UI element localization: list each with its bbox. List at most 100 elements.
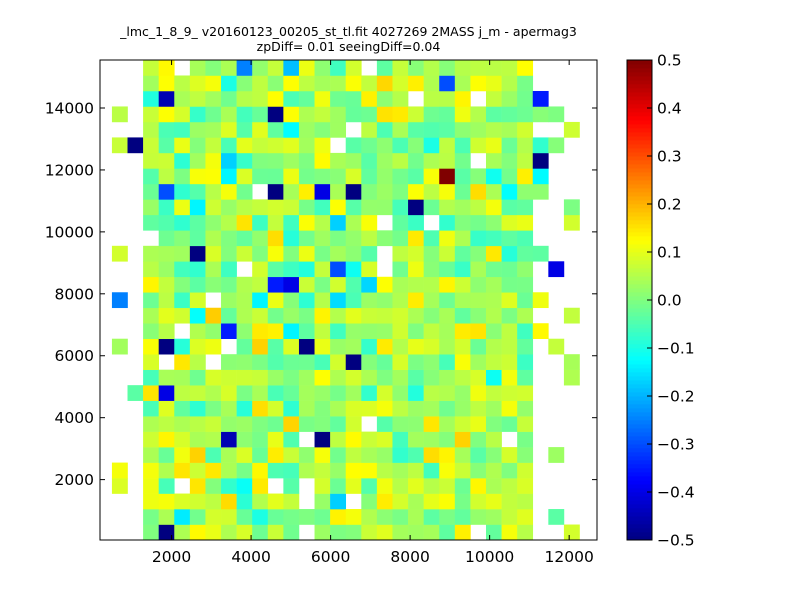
heatmap-cell (283, 183, 300, 200)
heatmap-cell (252, 509, 269, 525)
heatmap-cell (517, 245, 534, 262)
heatmap-cell (439, 75, 456, 92)
heatmap-cell (205, 416, 222, 432)
colorbar-segment (627, 260, 652, 265)
heatmap-cell (454, 75, 471, 92)
heatmap-cell (361, 199, 378, 216)
heatmap-cell (376, 447, 393, 463)
heatmap-cell (501, 261, 518, 278)
heatmap-cell (345, 106, 362, 123)
heatmap-cell (408, 137, 424, 154)
heatmap-cell (174, 524, 191, 541)
heatmap-cell (252, 462, 269, 479)
colorbar-segment (627, 520, 652, 525)
heatmap-cell (517, 60, 534, 76)
heatmap-cell (470, 493, 487, 510)
heatmap-cell (298, 152, 315, 169)
heatmap-cell (485, 276, 502, 293)
heatmap-cell (174, 292, 191, 309)
heatmap-cell (345, 214, 362, 231)
heatmap-cell (439, 106, 456, 123)
heatmap-cell (361, 431, 378, 448)
heatmap-cell (330, 261, 347, 278)
heatmap-cell (252, 230, 269, 247)
heatmap-cell (376, 90, 393, 107)
heatmap-cell (517, 493, 534, 510)
heatmap-cell (189, 431, 206, 448)
heatmap-cell (252, 447, 269, 463)
heatmap-cell (501, 478, 518, 494)
heatmap-cell (517, 447, 534, 463)
heatmap-cell (408, 524, 424, 541)
heatmap-cell (143, 276, 159, 293)
heatmap-cell (314, 230, 331, 247)
heatmap-cell (236, 478, 253, 494)
heatmap-cell (174, 75, 191, 92)
heatmap-cell (485, 106, 502, 123)
heatmap-cell (221, 369, 237, 386)
heatmap-cell (423, 292, 440, 309)
heatmap-cell (439, 214, 456, 231)
colorbar-segment (627, 400, 652, 405)
heatmap-cell (454, 478, 471, 494)
heatmap-cell (392, 416, 409, 432)
colorbar-segment (627, 216, 652, 221)
heatmap-cell (252, 168, 269, 185)
heatmap-cell (423, 90, 440, 107)
heatmap-cell (361, 462, 378, 479)
heatmap-cell (392, 462, 409, 479)
heatmap-cell (283, 276, 300, 293)
heatmap-cell (314, 183, 331, 200)
heatmap-cell (361, 385, 378, 401)
heatmap-cell (267, 245, 284, 262)
heatmap-cell (345, 416, 362, 432)
colorbar-segment (627, 312, 652, 317)
heatmap-cell (283, 137, 300, 154)
heatmap-cell (143, 168, 159, 185)
heatmap-cell (470, 199, 487, 216)
heatmap-cell (330, 292, 347, 309)
colorbar-segment (627, 112, 652, 117)
colorbar-segment (627, 148, 652, 153)
heatmap-cell (454, 121, 471, 138)
heatmap-cell (283, 354, 300, 370)
heatmap-cell (267, 261, 284, 278)
heatmap-cell (143, 106, 159, 123)
heatmap-cell (376, 230, 393, 247)
heatmap-cell (267, 276, 284, 293)
colorbar-segment (627, 352, 652, 357)
heatmap-cell (392, 137, 409, 154)
heatmap-cell (345, 400, 362, 417)
heatmap-cell (376, 152, 393, 169)
heatmap-cell (345, 199, 362, 216)
heatmap-cell (501, 199, 518, 216)
heatmap-cell (205, 121, 222, 138)
heatmap-cell (454, 245, 471, 262)
heatmap-cell (408, 400, 424, 417)
heatmap-cell (252, 214, 269, 231)
heatmap-cell (298, 292, 315, 309)
colorbar-segment (627, 184, 652, 189)
heatmap-cell (345, 354, 362, 370)
x-tick-label: 2000 (152, 548, 191, 566)
heatmap-cell (485, 214, 502, 231)
heatmap-cell (298, 137, 315, 154)
heatmap-cell (423, 431, 440, 448)
heatmap-cell (454, 338, 471, 355)
heatmap-cell (252, 60, 269, 76)
heatmap-cell (143, 493, 159, 510)
heatmap-cell (517, 90, 534, 107)
colorbar-segment (627, 64, 652, 69)
heatmap-cell (330, 493, 347, 510)
heatmap-cell (345, 183, 362, 200)
heatmap-cell (361, 276, 378, 293)
heatmap-cell (236, 90, 253, 107)
heatmap-cell (392, 75, 409, 92)
heatmap-cell (439, 276, 456, 293)
heatmap-cell (252, 276, 269, 293)
colorbar-segment (627, 256, 652, 261)
colorbar-segment (627, 156, 652, 161)
x-tick-label: 8000 (390, 548, 429, 566)
heatmap-cell (298, 447, 315, 463)
heatmap-cell (174, 447, 191, 463)
